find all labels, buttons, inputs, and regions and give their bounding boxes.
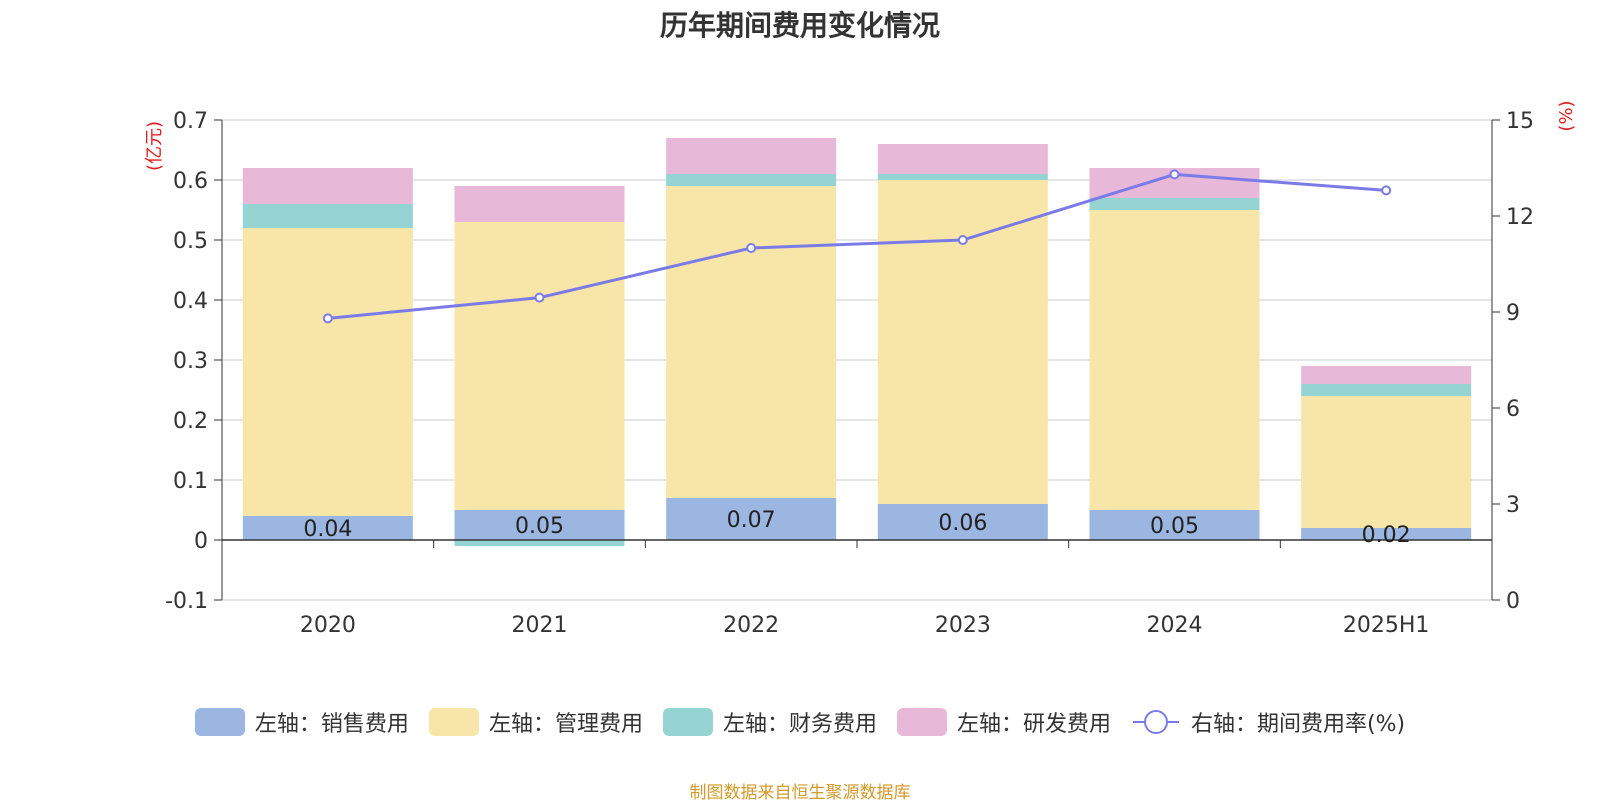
data-label: 0.05 [1150, 514, 1199, 539]
left-axis-tick-label: 0.4 [173, 289, 208, 314]
left-axis-tick-label: 0.5 [173, 229, 208, 254]
data-label: 0.04 [303, 517, 352, 542]
expense-rate-point [1169, 169, 1180, 180]
expense-rate-point [746, 243, 757, 253]
bar-segment [454, 222, 625, 510]
bar-segment [242, 228, 413, 516]
data-label: 0.07 [727, 508, 776, 533]
legend-label-rd: 左轴：研发费用 [956, 712, 1111, 737]
bar-segment [454, 510, 625, 540]
chart-title: 历年期间费用变化情况 [659, 9, 940, 42]
right-axis-tick-label: 15 [1506, 109, 1534, 134]
right-axis-tick-label: 12 [1506, 205, 1534, 230]
left-axis-tick-label: 0.1 [173, 469, 208, 494]
legend-label-expense-rate: 右轴：期间费用率(%) [1190, 712, 1406, 737]
legend-label-finance: 左轴：财务费用 [722, 712, 877, 737]
expense-rate-point [322, 313, 333, 324]
bar-segment [1089, 198, 1260, 210]
x-axis-tick-label: 2022 [723, 613, 779, 638]
legend-label-sales: 左轴：销售费用 [254, 712, 409, 737]
left-axis-tick-label: 0 [194, 529, 208, 554]
bar-segment [666, 498, 837, 540]
bar-segment [454, 540, 625, 546]
expense-rate-point [957, 235, 968, 245]
line-marker-icon [1132, 710, 1179, 734]
bar-segment [666, 138, 837, 174]
legend-item-sales[interactable]: 左轴：销售费用 [194, 706, 409, 738]
x-axis-tick-label: 2021 [512, 613, 568, 638]
left-axis-tick-label: 0.3 [173, 349, 208, 374]
legend-item-admin[interactable]: 左轴：管理费用 [428, 706, 643, 738]
bar-segment [877, 174, 1048, 180]
bar-segment [877, 504, 1048, 540]
bar-segment [1301, 366, 1472, 384]
left-axis-tick-label: -0.1 [165, 589, 208, 614]
bar-segment [1301, 384, 1472, 396]
bar-segment [877, 180, 1048, 504]
bar-segment [454, 186, 625, 222]
legend-label-admin: 左轴：管理费用 [488, 712, 643, 737]
bar-segment [1301, 528, 1472, 540]
left-axis-tick-label: 0.2 [173, 409, 208, 434]
expense-rate-point [534, 292, 545, 303]
bar-segment [242, 516, 413, 540]
bar-segment [1089, 510, 1260, 540]
bar-segment [242, 168, 413, 204]
left-axis-tick-label: 0.6 [173, 169, 208, 194]
legend-item-rd[interactable]: 左轴：研发费用 [896, 706, 1111, 738]
left-axis-tick-label: 0.7 [173, 109, 208, 134]
x-axis-tick-label: 2023 [935, 613, 991, 638]
right-axis-tick-label: 0 [1506, 589, 1520, 614]
right-axis-tick-label: 9 [1506, 301, 1520, 326]
legend-swatch-sales [194, 708, 245, 736]
legend-swatch-finance [662, 708, 713, 736]
right-axis-tick-label: 3 [1506, 493, 1520, 518]
x-axis-tick-label: 2024 [1147, 613, 1203, 638]
bar-segment [666, 186, 837, 498]
bar-segment [666, 174, 837, 186]
x-axis-tick-label: 2025H1 [1343, 613, 1430, 638]
bar-segment [242, 204, 413, 228]
data-label: 0.05 [515, 514, 564, 539]
legend-swatch-rd [896, 708, 947, 736]
right-axis-unit-label: (%) [1556, 100, 1577, 131]
bar-segment [877, 144, 1048, 174]
expense-rate-point [1381, 185, 1392, 196]
left-axis-unit-label: (亿元) [144, 121, 165, 171]
source-note: 制图数据来自恒生聚源数据库 [689, 783, 911, 803]
legend-item-finance[interactable]: 左轴：财务费用 [662, 706, 877, 738]
legend-swatch-admin [428, 708, 479, 736]
data-label: 0.02 [1362, 523, 1411, 548]
legend-item-expense-rate[interactable]: 右轴：期间费用率(%) [1131, 706, 1405, 738]
expense-rate-line [327, 172, 1387, 320]
x-axis-tick-label: 2020 [300, 613, 356, 638]
bar-segment [1089, 210, 1260, 510]
right-axis-tick-label: 6 [1506, 397, 1520, 422]
legend: 左轴：销售费用 左轴：管理费用 左轴：财务费用 左轴：研发费用 右轴：期间费用率… [0, 706, 1600, 738]
bar-segment [1301, 396, 1472, 528]
data-label: 0.06 [938, 511, 987, 536]
